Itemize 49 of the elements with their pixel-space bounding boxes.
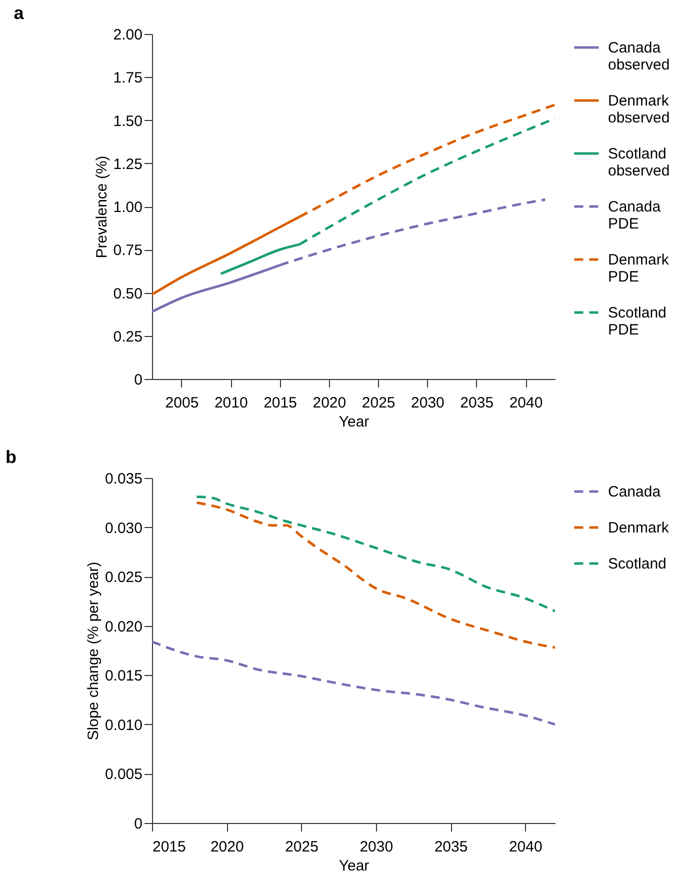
y-tick-label: 0 — [134, 816, 142, 832]
legend-label: Scotland — [608, 556, 666, 572]
x-axis-title: Year — [338, 858, 370, 874]
legend-label: Denmark PDE — [608, 252, 670, 286]
x-tick-label: 2040 — [508, 838, 542, 856]
y-tick-label: 0.020 — [104, 618, 142, 636]
legend-label: Scotland PDE — [608, 304, 666, 338]
line-series — [196, 501, 555, 649]
x-tick-label: 2010 — [214, 394, 248, 412]
x-tick-label: 2020 — [312, 394, 346, 412]
y-tick-label: 0.25 — [113, 328, 142, 346]
y-tick-label: 2.00 — [113, 26, 142, 44]
y-axis-title: Prevalence (%) — [93, 156, 110, 258]
x-tick-label: 2015 — [264, 394, 297, 412]
y-tick-label: 0.50 — [113, 285, 142, 302]
x-tick-label: 2025 — [285, 838, 318, 856]
y-tick-label: 0 — [134, 372, 142, 388]
y-tick-label: 0.75 — [113, 242, 142, 260]
line-series — [152, 640, 555, 726]
line-series — [196, 495, 555, 612]
chart-title: a — [14, 3, 25, 23]
x-tick-label: 2040 — [509, 394, 543, 412]
y-tick-label: 1.00 — [113, 199, 142, 216]
y-tick-label: 0.010 — [104, 716, 142, 734]
y-tick-label: 0.005 — [104, 766, 142, 784]
y-tick-label: 1.50 — [113, 112, 142, 130]
y-tick-label: 0.025 — [104, 569, 142, 586]
y-tick-label: 0.015 — [104, 668, 142, 685]
x-tick-label: 2025 — [362, 394, 396, 412]
y-axis-title: Slope change (% per year) — [84, 562, 102, 740]
x-tick-label: 2030 — [411, 394, 444, 412]
y-tick-label: 0.035 — [104, 470, 142, 488]
x-tick-label: 2005 — [165, 394, 199, 412]
x-axis-title: Year — [338, 414, 370, 430]
legend-label: Scotland observed — [608, 146, 670, 180]
x-tick-label: 2030 — [360, 838, 394, 856]
y-tick-label: 1.25 — [113, 156, 142, 173]
legend-label: Canada observed — [608, 40, 670, 74]
legend-label: Denmark observed — [608, 92, 670, 126]
x-tick-label: 2035 — [434, 838, 468, 856]
x-tick-label: 2035 — [460, 394, 494, 412]
y-tick-label: 0.030 — [104, 520, 142, 537]
x-tick-label: 2015 — [152, 838, 186, 856]
legend-label: Canada PDE — [608, 198, 662, 232]
y-tick-label: 1.75 — [113, 70, 142, 87]
x-tick-label: 2020 — [210, 838, 244, 856]
legend-label: Denmark — [608, 520, 670, 536]
chart-title: b — [5, 447, 16, 467]
legend-label: Canada — [608, 484, 662, 500]
